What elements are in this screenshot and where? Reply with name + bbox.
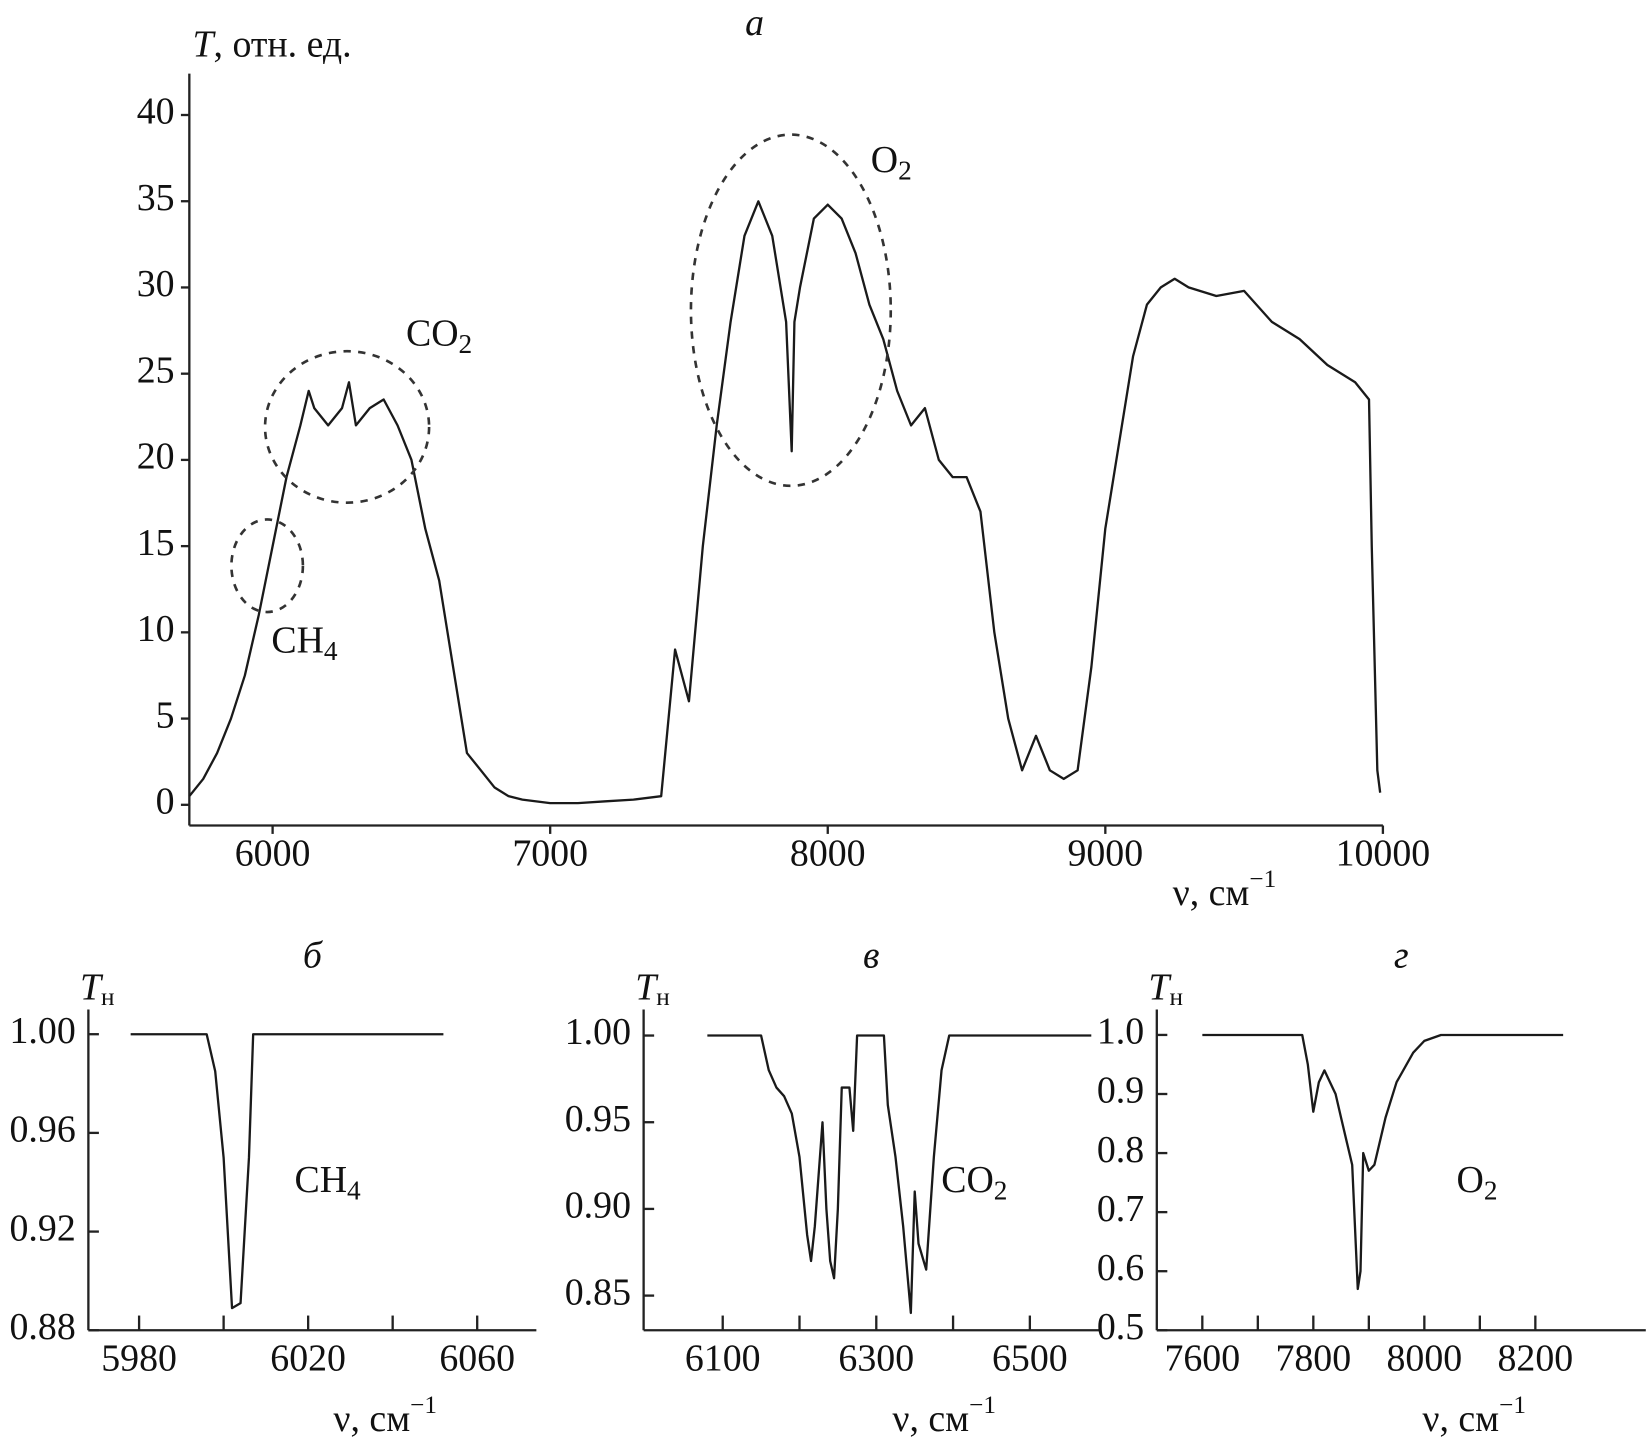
panel: б Tн ν, см−1 1.00 0.96 0.92 0.88 5980 6020 6060 CH… (10, 935, 537, 1440)
x-label-text: ν, см (1173, 872, 1250, 914)
y-tick-label: 5 (156, 694, 175, 736)
annotation-sub: 2 (1484, 1176, 1498, 1206)
y-tick-label: 0.88 (10, 1306, 76, 1348)
y-tick-label: 35 (137, 177, 175, 219)
annotation-text: O (871, 139, 898, 181)
y-tick-label: 0.85 (565, 1271, 631, 1313)
y-axis-label: Tн (1148, 966, 1183, 1011)
x-axis-label: ν, см−1 (892, 1392, 996, 1440)
y-label-sub: н (101, 984, 115, 1011)
y-tick-label: 0.96 (10, 1109, 76, 1151)
x-tick-label: 6000 (235, 833, 311, 875)
spectrum-line (188, 200, 1382, 805)
y-tick-label: 1.00 (565, 1011, 631, 1053)
annotation-text: CO (406, 312, 459, 354)
x-tick-label: 6060 (439, 1338, 515, 1380)
annotation-text: CH (294, 1159, 347, 1201)
x-label-text: ν, см (333, 1397, 410, 1439)
x-axis-label: ν, см−1 (333, 1392, 437, 1440)
y-tick-label: 40 (137, 91, 175, 133)
x-tick-label: 7800 (1275, 1338, 1351, 1380)
x-label-text: ν, см (892, 1397, 969, 1439)
y-tick-label: 0 (156, 780, 175, 822)
panel-title: в (863, 935, 879, 977)
x-label-sup: −1 (1249, 866, 1276, 893)
y-label-symbol: T (192, 23, 216, 65)
annotation-sub: 2 (459, 329, 473, 359)
annotation-sub: 2 (994, 1176, 1008, 1206)
x-label-sup: −1 (1499, 1392, 1526, 1419)
y-axis-label: Tн (635, 966, 670, 1011)
annotation-text: CH (271, 619, 324, 661)
y-tick-label: 10 (137, 608, 175, 650)
x-tick-label: 10000 (1336, 833, 1431, 875)
x-tick-label: 5980 (101, 1338, 177, 1380)
annotation-sub: 2 (898, 156, 912, 186)
x-tick-label: 8200 (1498, 1338, 1574, 1380)
annotation-sub: 4 (347, 1176, 361, 1206)
x-axis-label: ν, см−1 (1422, 1392, 1526, 1440)
x-tick-label: 6100 (685, 1338, 761, 1380)
y-label-sub: н (656, 984, 670, 1011)
spectrum-line (707, 1034, 1092, 1315)
x-tick-label: 6300 (838, 1338, 914, 1380)
y-tick-label: 25 (137, 349, 175, 391)
annotation: CH4 (294, 1159, 361, 1206)
panel-title: а (745, 2, 764, 44)
panel: в Tн ν, см−1 1.00 0.95 0.90 0.85 6100 6300 6500 CO… (565, 935, 1099, 1440)
panel-title: г (1394, 935, 1409, 977)
x-tick-label: 6500 (992, 1338, 1068, 1380)
y-tick-label: 1.00 (10, 1010, 76, 1052)
y-tick-label: 0.5 (1097, 1306, 1144, 1348)
y-label-symbol: T (80, 966, 104, 1008)
y-tick-label: 15 (137, 522, 175, 564)
x-tick-label: 6020 (270, 1338, 346, 1380)
x-axis-label: ν, см−1 (1173, 866, 1277, 914)
panel: г Tн ν, см−1 1.0 0.9 0.8 0.7 0.6 0.5 7600 7800 8000… (1097, 935, 1646, 1440)
annotation: CO2 (406, 312, 472, 359)
highlight-ellipse (230, 518, 305, 614)
annotation-sub: 4 (324, 636, 338, 666)
panel: а T, отн. ед. ν, см−1 0 5 10 15 20 25 30 35 40 6000 7… (137, 2, 1430, 914)
spectrum-line (130, 1033, 444, 1310)
y-axis-label: T, отн. ед. (192, 23, 351, 65)
x-tick-label: 9000 (1067, 833, 1143, 875)
y-label-symbol: T (635, 966, 659, 1008)
y-label-sub: н (1169, 984, 1183, 1011)
spectrum-line (1202, 1033, 1564, 1291)
y-tick-label: 20 (137, 436, 175, 478)
y-tick-label: 30 (137, 263, 175, 305)
x-tick-label: 8000 (1386, 1338, 1462, 1380)
x-tick-label: 7000 (512, 833, 588, 875)
x-label-sup: −1 (969, 1392, 996, 1419)
y-tick-label: 0.7 (1097, 1188, 1144, 1230)
annotation: O2 (871, 139, 912, 186)
highlight-ellipse (263, 349, 431, 504)
y-tick-label: 0.92 (10, 1207, 76, 1249)
y-tick-label: 0.9 (1097, 1070, 1144, 1112)
annotation: O2 (1457, 1159, 1498, 1206)
annotation: CO2 (941, 1159, 1007, 1206)
y-label-unit: , отн. ед. (214, 23, 352, 65)
highlight-ellipse (689, 133, 893, 488)
annotation: CH4 (271, 619, 338, 666)
panel-title: б (303, 935, 324, 977)
y-tick-label: 0.6 (1097, 1247, 1144, 1289)
x-label-text: ν, см (1422, 1397, 1499, 1439)
y-tick-label: 0.90 (565, 1185, 631, 1227)
x-label-sup: −1 (410, 1392, 437, 1419)
y-label-symbol: T (1148, 966, 1172, 1008)
x-tick-label: 7600 (1164, 1338, 1240, 1380)
y-tick-label: 0.95 (565, 1098, 631, 1140)
y-tick-label: 0.8 (1097, 1129, 1144, 1171)
annotation-text: O (1457, 1159, 1484, 1201)
y-axis-label: Tн (80, 966, 115, 1011)
annotation-text: CO (941, 1159, 994, 1201)
x-tick-label: 8000 (790, 833, 866, 875)
y-tick-label: 1.0 (1097, 1011, 1144, 1053)
